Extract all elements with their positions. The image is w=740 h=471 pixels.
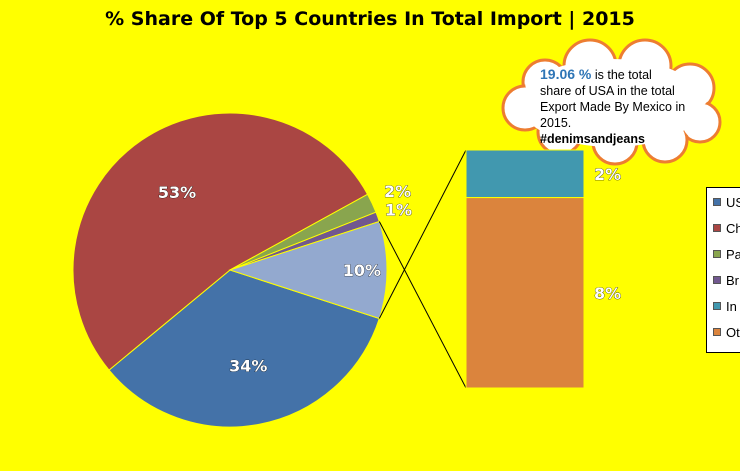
callout-percent: 19.06 % <box>540 66 592 82</box>
callout-cloud <box>501 38 722 166</box>
callout-line1: is the total <box>594 68 652 82</box>
legend-item: Ot <box>713 324 740 340</box>
connector-line <box>378 221 467 389</box>
bar-label-india: 2% <box>594 165 621 184</box>
legend-swatch <box>713 198 721 206</box>
legend-label: In <box>726 298 737 314</box>
legend-label: US <box>726 194 740 210</box>
legend: US Ch Pa Br In Ot <box>706 187 740 353</box>
pie-slice-china <box>72 112 369 371</box>
legend-item: Ch <box>713 220 740 236</box>
legend-item: US <box>713 194 740 210</box>
callout-line4: 2015. <box>540 116 572 130</box>
breakdown-bar <box>465 149 585 389</box>
connector-line <box>378 149 467 319</box>
data-label-pakistan: 2% <box>384 182 411 201</box>
data-label-china: 53% <box>158 183 196 202</box>
callout-hashtag: #denimsandjeans <box>540 132 645 146</box>
data-label-others: 10% <box>343 261 381 280</box>
bar-label-others: 8% <box>594 284 621 303</box>
data-label-usa: 34% <box>229 357 267 376</box>
legend-label: Ot <box>726 324 740 340</box>
legend-item: In <box>713 298 737 314</box>
callout-line3: Export Made By Mexico in <box>540 100 686 114</box>
chart-title: % Share Of Top 5 Countries In Total Impo… <box>105 8 635 30</box>
bar-segment-india <box>465 149 585 199</box>
legend-swatch <box>713 250 721 258</box>
data-label-brazil: 1% <box>385 200 412 219</box>
legend-swatch <box>713 302 721 310</box>
callout-line2: share of USA in the total <box>540 84 675 98</box>
legend-swatch <box>713 276 721 284</box>
pie <box>72 112 388 428</box>
legend-label: Pa <box>726 246 740 262</box>
legend-item: Br <box>713 272 739 288</box>
pie-slice-others <box>228 220 388 320</box>
legend-swatch <box>713 328 721 336</box>
legend-item: Pa <box>713 246 740 262</box>
pie-slice-usa <box>108 269 380 428</box>
legend-label: Ch <box>726 220 740 236</box>
legend-label: Br <box>726 272 739 288</box>
connector-lines <box>378 149 467 389</box>
legend-swatch <box>713 224 721 232</box>
bar-segment-others <box>465 197 585 389</box>
data-labels: 34%53% 2%1%10%2%8% <box>158 165 622 376</box>
callout-text: 19.06 % is the total share of USA in the… <box>540 66 710 147</box>
